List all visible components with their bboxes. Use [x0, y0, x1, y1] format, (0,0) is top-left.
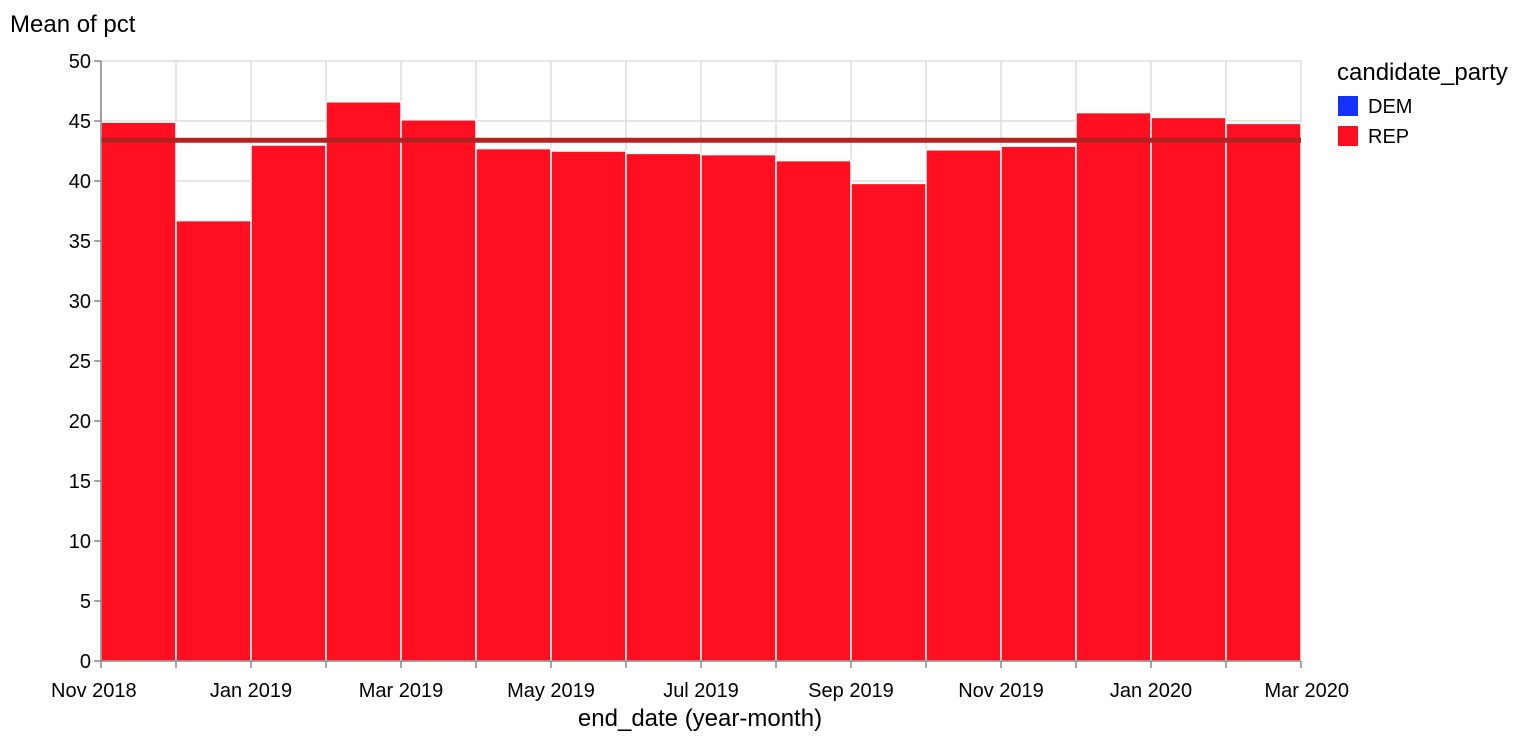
bar [550, 150, 627, 662]
bar [175, 219, 252, 662]
y-tick-label: 30 [69, 291, 91, 313]
legend-label: REP [1368, 126, 1409, 148]
bar [700, 153, 777, 662]
bar [625, 152, 702, 662]
axes: 0 5 10 15 20 25 30 35 40 45 50 Nov 2018 Jan 2019 Mar … [51, 51, 1349, 702]
bar [925, 149, 1002, 662]
bar [400, 119, 477, 662]
y-tick-label: 40 [69, 171, 91, 193]
bar [1225, 122, 1302, 662]
y-tick-label: 10 [69, 531, 91, 553]
x-tick-label: Jan 2019 [210, 680, 292, 702]
y-tick-label: 5 [80, 591, 91, 613]
bar [1075, 111, 1152, 662]
y-axis-title: Mean of pct [10, 11, 136, 38]
legend: candidate_party DEM REP [1337, 59, 1508, 148]
bar [100, 121, 177, 662]
bar [1150, 116, 1227, 662]
y-tick-label: 35 [69, 231, 91, 253]
x-tick-label: Mar 2019 [359, 680, 444, 702]
bar [775, 159, 852, 662]
legend-label: DEM [1368, 96, 1412, 118]
x-axis-title: end_date (year-month) [578, 705, 822, 732]
bar [1000, 145, 1077, 662]
x-tick-label: Nov 2019 [958, 680, 1044, 702]
bar [850, 182, 927, 662]
x-tick-label: May 2019 [507, 680, 595, 702]
y-tick-label: 15 [69, 471, 91, 493]
y-tick-label: 50 [69, 51, 91, 73]
legend-swatch [1338, 126, 1358, 146]
legend-title: candidate_party [1337, 59, 1508, 86]
x-tick-label: Nov 2018 [51, 680, 137, 702]
y-tick-label: 0 [80, 651, 91, 673]
bar [325, 101, 402, 662]
bars [100, 101, 1302, 662]
x-tick-label: Mar 2020 [1265, 680, 1350, 702]
x-tick-label: Jan 2020 [1110, 680, 1192, 702]
y-tick-label: 20 [69, 411, 91, 433]
y-tick-label: 25 [69, 351, 91, 373]
y-tick-label: 45 [69, 111, 91, 133]
x-tick-label: Sep 2019 [808, 680, 894, 702]
bar [475, 147, 552, 662]
bar [250, 144, 327, 662]
x-tick-label: Jul 2019 [663, 680, 739, 702]
legend-swatch [1338, 96, 1358, 116]
